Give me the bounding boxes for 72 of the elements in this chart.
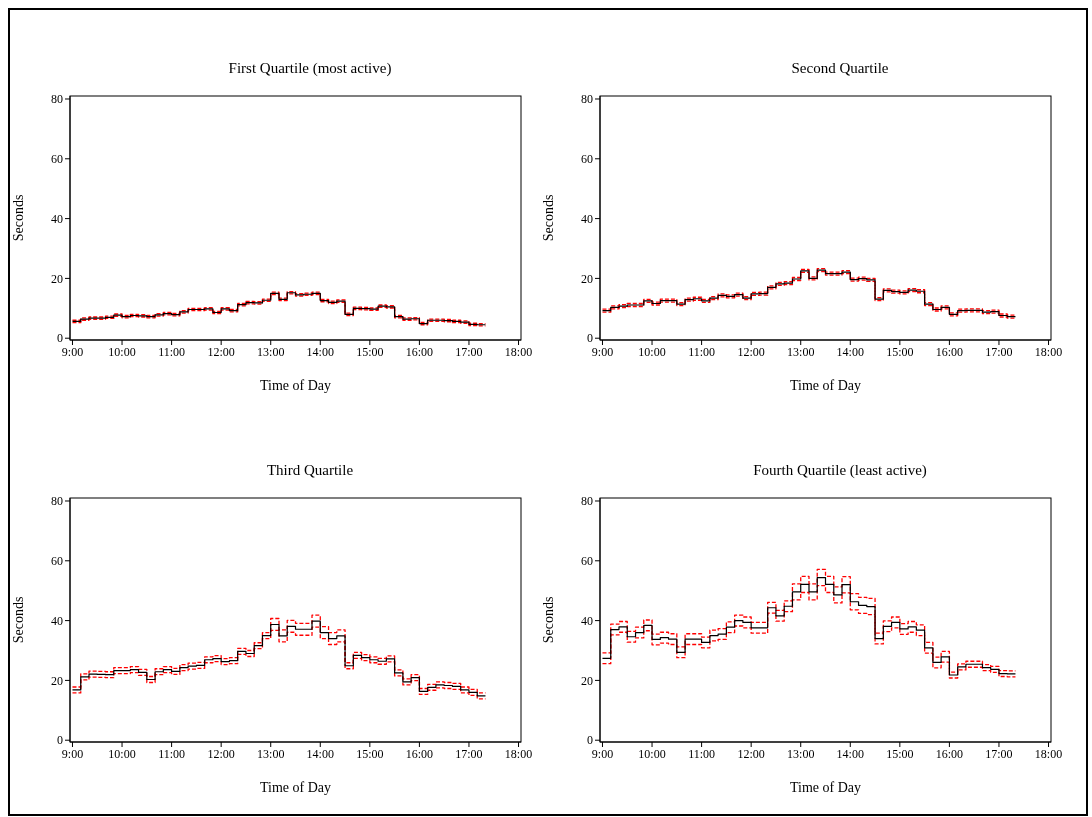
- y-axis-title: Seconds: [540, 596, 556, 644]
- y-axis-title: Seconds: [540, 194, 556, 242]
- x-tick-label: 16:00: [935, 746, 964, 761]
- x-tick-label: 10:00: [638, 746, 666, 761]
- x-tick-label: 11:00: [158, 746, 186, 761]
- x-tick-label: 12:00: [207, 746, 235, 761]
- x-tick-label: 13:00: [257, 746, 285, 761]
- x-tick-label: 9:00: [61, 344, 84, 359]
- x-tick-label: 12:00: [737, 344, 765, 359]
- x-tick-label: 12:00: [737, 746, 765, 761]
- y-tick-label: 40: [51, 613, 63, 628]
- y-tick-label: 0: [587, 733, 593, 748]
- x-tick-label: 10:00: [108, 344, 136, 359]
- y-tick-label: 20: [581, 271, 593, 286]
- y-tick-label: 40: [51, 211, 63, 226]
- x-tick-label: 15:00: [356, 746, 384, 761]
- y-tick-label: 60: [51, 554, 63, 569]
- y-tick-label: 60: [581, 152, 593, 167]
- x-tick-label: 11:00: [688, 344, 716, 359]
- x-tick-label: 16:00: [935, 344, 964, 359]
- x-tick-label: 15:00: [356, 344, 384, 359]
- x-tick-label: 9:00: [591, 344, 614, 359]
- y-tick-label: 0: [587, 331, 593, 346]
- x-tick-label: 16:00: [405, 344, 434, 359]
- chart-title: Second Quartile: [790, 60, 890, 77]
- x-tick-label: 14:00: [836, 344, 864, 359]
- x-tick-label: 10:00: [638, 344, 666, 359]
- y-tick-label: 60: [581, 554, 593, 569]
- x-axis-title: Time of Day: [259, 780, 332, 795]
- x-tick-label: 17:00: [455, 344, 483, 359]
- x-axis-title: Time of Day: [789, 378, 862, 393]
- y-tick-label: 60: [51, 152, 63, 167]
- y-axis-title: Seconds: [10, 194, 26, 242]
- x-tick-label: 11:00: [158, 344, 186, 359]
- x-axis-title: Time of Day: [789, 780, 862, 795]
- y-axis-title: Seconds: [10, 596, 26, 644]
- x-axis-title: Time of Day: [259, 378, 332, 393]
- x-tick-label: 17:00: [985, 344, 1013, 359]
- y-tick-label: 40: [581, 211, 593, 226]
- x-tick-label: 16:00: [405, 746, 434, 761]
- y-tick-label: 80: [51, 92, 63, 107]
- chart-title: Fourth Quartile (least active): [752, 462, 928, 479]
- y-tick-label: 80: [581, 92, 593, 107]
- x-tick-label: 14:00: [836, 746, 864, 761]
- y-tick-label: 0: [57, 331, 63, 346]
- y-tick-label: 20: [581, 673, 593, 688]
- x-tick-label: 9:00: [61, 746, 84, 761]
- x-tick-label: 13:00: [787, 746, 815, 761]
- x-tick-label: 13:00: [787, 344, 815, 359]
- x-tick-label: 12:00: [207, 344, 235, 359]
- y-tick-label: 80: [581, 494, 593, 509]
- y-tick-label: 20: [51, 673, 63, 688]
- x-tick-label: 17:00: [985, 746, 1013, 761]
- y-tick-label: 80: [51, 494, 63, 509]
- x-tick-label: 10:00: [108, 746, 136, 761]
- x-tick-label: 11:00: [688, 746, 716, 761]
- x-tick-label: 18:00: [1034, 746, 1063, 761]
- x-tick-label: 18:00: [1034, 344, 1063, 359]
- x-tick-label: 13:00: [257, 344, 285, 359]
- x-tick-label: 15:00: [886, 344, 914, 359]
- chart-title: Third Quartile: [265, 462, 355, 479]
- y-tick-label: 20: [51, 271, 63, 286]
- x-tick-label: 14:00: [306, 746, 334, 761]
- chart-title: First Quartile (most active): [227, 60, 393, 77]
- x-tick-label: 15:00: [886, 746, 914, 761]
- y-tick-label: 0: [57, 733, 63, 748]
- x-tick-label: 14:00: [306, 344, 334, 359]
- x-tick-label: 9:00: [591, 746, 614, 761]
- x-tick-label: 18:00: [504, 746, 533, 761]
- y-tick-label: 40: [581, 613, 593, 628]
- x-tick-label: 18:00: [504, 344, 533, 359]
- x-tick-label: 17:00: [455, 746, 483, 761]
